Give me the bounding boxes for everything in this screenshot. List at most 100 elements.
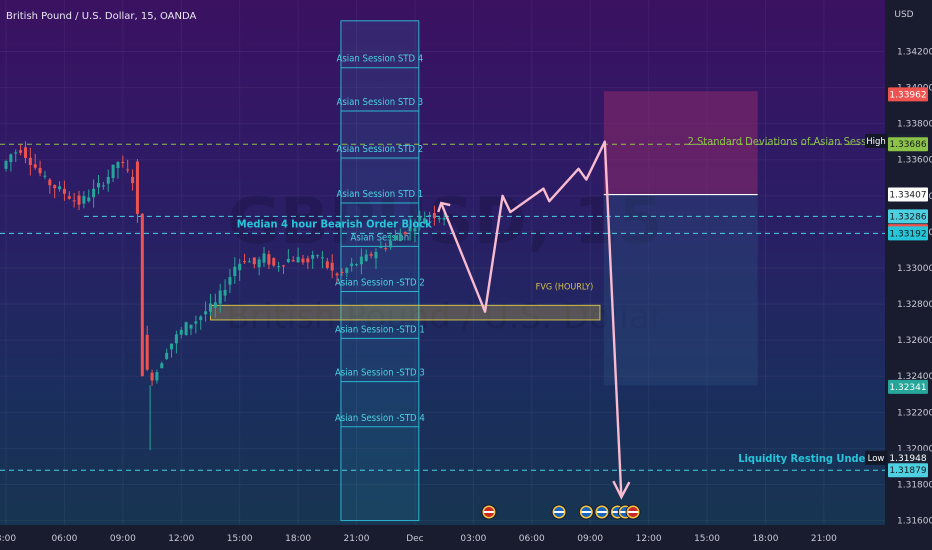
candle-body [184, 322, 188, 335]
candle-body [359, 256, 363, 265]
candle-body [170, 343, 174, 350]
candle-body [350, 263, 354, 266]
svg-text:1.33192: 1.33192 [889, 229, 926, 239]
uk-flag-icon[interactable] [481, 504, 497, 520]
candle-body [316, 255, 320, 257]
uk-flag-icon[interactable] [625, 504, 641, 520]
candle-body [247, 261, 251, 263]
candle-body [67, 196, 71, 199]
candle-body [121, 161, 125, 163]
y-tick-label: 1.32600 [897, 336, 932, 346]
candle-body [223, 289, 227, 296]
price-label: 1.31948 Low [865, 450, 928, 465]
y-tick-label: 1.32000 [897, 444, 932, 454]
candle-body [340, 271, 344, 273]
x-tick-label: 21:00 [344, 534, 370, 544]
price-label: 1.31879 [888, 463, 928, 478]
price-label: 1.33192 [888, 226, 928, 241]
candle-body [189, 324, 193, 329]
svg-text:1.33286: 1.33286 [889, 212, 926, 222]
candle-body [140, 213, 144, 377]
candle-body [262, 253, 266, 263]
y-tick-label: 1.31800 [897, 480, 932, 490]
price-label: 1.33407 [888, 187, 928, 202]
candle-body [296, 256, 300, 263]
candle-body [14, 152, 18, 154]
x-tick-label: 06:00 [51, 534, 77, 544]
candle-body [87, 197, 91, 202]
candle-body [281, 265, 286, 267]
candle-body [228, 277, 232, 285]
arrow-head-up [437, 201, 451, 213]
candle-body [208, 303, 212, 312]
svg-text:1.31879: 1.31879 [889, 466, 926, 476]
candle-body [243, 261, 247, 263]
price-label: 1.33686 [888, 137, 928, 152]
us-flag-icon[interactable] [594, 504, 610, 520]
session-label: Asian Session -STD 4 [335, 413, 425, 424]
candle-body [442, 217, 446, 220]
candle-body [155, 372, 159, 381]
candle-body [58, 186, 62, 190]
candle-body [291, 260, 295, 262]
y-tick-label: 1.34200 [897, 47, 932, 57]
x-tick-label: 12:00 [168, 534, 194, 544]
y-tick-label: 1.32400 [897, 372, 932, 382]
candle-body [252, 257, 256, 265]
candle-body [238, 263, 242, 271]
candle-body [267, 254, 271, 265]
candle-body [379, 246, 383, 248]
candle-body [374, 252, 378, 259]
projection-arrow [440, 140, 623, 498]
symbol-title: British Pound / U.S. Dollar, 15, OANDA [6, 11, 197, 22]
candle-body [233, 266, 237, 277]
svg-text:1.33407: 1.33407 [889, 191, 926, 201]
x-tick-label: 18:00 [752, 534, 778, 544]
candle-body [325, 261, 329, 268]
watermark-name: British Pound / U.S. Dollar [226, 297, 663, 337]
stop-zone [603, 194, 758, 386]
candle-body [19, 150, 23, 153]
candle-body [311, 254, 315, 259]
us-flag-icon[interactable] [578, 504, 594, 520]
candle-body [403, 232, 407, 235]
us-flag-icon[interactable] [551, 504, 567, 520]
candle-body [179, 329, 183, 335]
candle-body [437, 217, 441, 220]
order-block-label: Median 4 hour Bearish Order Block [237, 217, 432, 230]
candle-body [38, 167, 42, 174]
candle-body [393, 235, 397, 241]
candle-body [286, 258, 290, 263]
session-label: Asian Session STD 4 [337, 54, 424, 65]
candle-body [218, 290, 222, 304]
time-axis[interactable] [0, 525, 885, 550]
y-tick-label: 1.33800 [897, 120, 932, 130]
candle-body [418, 217, 422, 221]
svg-text:1.31948: 1.31948 [889, 454, 926, 464]
candle-body [306, 258, 310, 263]
candle-body [9, 154, 13, 163]
session-label: Asian Session -STD 3 [335, 368, 425, 379]
x-tick-label: 3:00 [0, 534, 16, 544]
candle-body [150, 372, 154, 381]
candle-body [62, 188, 66, 194]
y-tick-label: 1.31600 [897, 517, 932, 527]
candle-body [398, 233, 402, 242]
candle-body [4, 160, 8, 169]
session-label: Asian Session -STD 1 [335, 324, 425, 335]
price-label: 1.33286 [888, 209, 928, 224]
chart-header: British Pound / U.S. Dollar, 15, OANDA [6, 4, 196, 23]
fvg-label: FVG (HOURLY) [536, 282, 594, 292]
x-tick-label: 09:00 [577, 534, 603, 544]
candle-body [199, 316, 203, 321]
candle-body [272, 258, 276, 266]
candle-body [48, 179, 52, 186]
x-tick-label: 15:00 [227, 534, 253, 544]
y-tick-label: 1.32200 [897, 408, 932, 418]
candle-body [82, 196, 86, 204]
candle-body [320, 257, 324, 259]
candle-body [72, 200, 76, 202]
std-dev-label: 2 Standard Deviations of Asian Sess [688, 135, 867, 148]
